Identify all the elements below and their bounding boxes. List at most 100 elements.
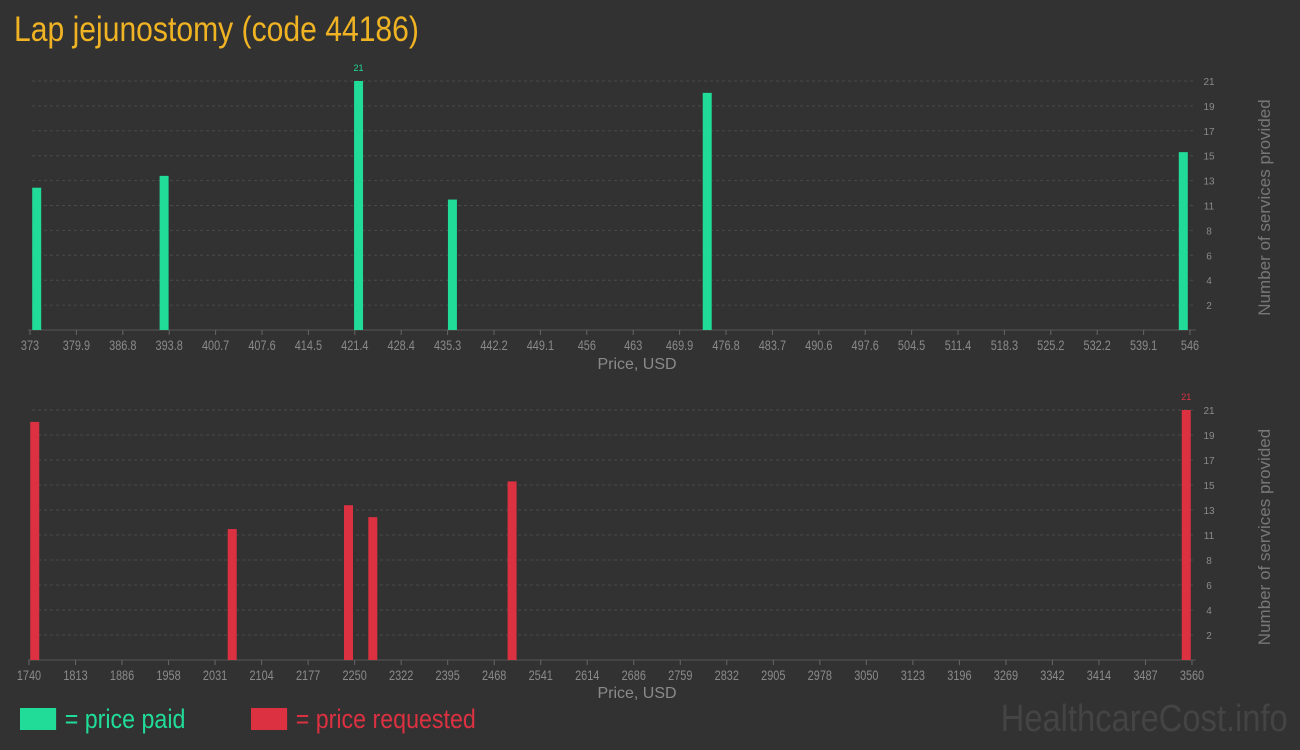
x-tick-label: 379.9: [63, 338, 90, 354]
x-tick-label: 2322: [389, 668, 413, 684]
y-tick-label: 11: [1204, 531, 1215, 542]
x-tick-label: 414.5: [295, 338, 322, 354]
x-tick-label: 2250: [342, 668, 366, 684]
y-tick-label: 4: [1206, 276, 1212, 287]
y-tick-label: 2: [1206, 631, 1212, 642]
x-tick-label: 2395: [436, 668, 460, 684]
x-tick-label: 2905: [761, 668, 785, 684]
y-tick-label: 19: [1203, 431, 1215, 442]
x-tick-label: 2759: [668, 668, 692, 684]
y-tick-label: 15: [1203, 152, 1215, 163]
x-tick-label: 456: [578, 338, 596, 354]
x-tick-label: 483.7: [759, 338, 786, 354]
x-tick-label: 2104: [249, 668, 273, 684]
x-tick-label: 1958: [156, 668, 180, 684]
bar: [702, 92, 712, 330]
y-axis-title: Number of services provided: [1255, 99, 1274, 315]
y-axis-title: Number of services provided: [1255, 429, 1274, 645]
y-tick-label: 2: [1206, 301, 1212, 312]
x-tick-label: 2031: [203, 668, 227, 684]
y-tick-label: 6: [1206, 581, 1212, 592]
bar: [344, 505, 354, 660]
x-tick-label: 3123: [901, 668, 925, 684]
y-tick-label: 17: [1203, 127, 1215, 138]
x-axis-title: Price, USD: [597, 685, 676, 702]
y-tick-label: 13: [1203, 506, 1215, 517]
data-label: 21: [354, 63, 364, 73]
legend-requested: = price requested: [251, 704, 476, 734]
x-tick-label: 511.4: [945, 338, 972, 354]
x-tick-label: 1886: [110, 668, 134, 684]
y-tick-label: 8: [1206, 556, 1212, 567]
bar: [368, 517, 378, 660]
x-tick-label: 400.7: [202, 338, 229, 354]
x-tick-label: 2686: [622, 668, 646, 684]
y-tick-label: 21: [1203, 77, 1215, 88]
x-tick-label: 2832: [715, 668, 739, 684]
x-tick-label: 2468: [482, 668, 506, 684]
x-tick-label: 3269: [994, 668, 1018, 684]
bar: [30, 421, 40, 660]
legend-swatch-requested: [251, 708, 288, 730]
chart-price-paid: 2 4 6 8 11 13 15 17 19 21 373 379.9 386.8 393.8 400.7 4…: [21, 63, 1274, 373]
legend-paid: = price paid: [20, 704, 185, 734]
y-tick-label: 15: [1203, 481, 1215, 492]
x-tick-label: 1813: [63, 668, 87, 684]
legend-label-paid: = price paid: [64, 703, 186, 734]
y-tick-label: 6: [1206, 251, 1212, 262]
x-tick-label: 546: [1181, 338, 1199, 354]
y-tick-label: 17: [1203, 456, 1215, 467]
y-tick-label: 21: [1203, 406, 1215, 417]
x-tick-label: 476.8: [712, 338, 739, 354]
bar: [1181, 410, 1191, 660]
page-title: Lap jejunostomy (code 44186): [14, 10, 419, 49]
x-tick-label: 407.6: [248, 338, 275, 354]
x-axis-title: Price, USD: [597, 356, 676, 373]
x-tick-label: 504.5: [898, 338, 925, 354]
y-tick-label: 11: [1204, 202, 1215, 213]
y-tick-label: 4: [1206, 606, 1212, 617]
x-tick-label: 490.6: [805, 338, 832, 354]
x-tick-label: 497.6: [852, 338, 879, 354]
x-tick-label: 3342: [1040, 668, 1064, 684]
x-tick-label: 2614: [575, 668, 599, 684]
x-tick-label: 2978: [808, 668, 832, 684]
data-label: 21: [1181, 392, 1191, 402]
bar: [447, 199, 457, 330]
x-tick-label: 1740: [17, 668, 41, 684]
y-tick-label: 8: [1206, 226, 1212, 237]
x-tick-label: 463: [624, 338, 642, 354]
x-tick-label: 442.2: [480, 338, 507, 354]
x-tick-label: 393.8: [156, 338, 183, 354]
watermark-logo: HealthcareCost.info: [1000, 698, 1288, 740]
x-tick-label: 2177: [296, 668, 320, 684]
legend-label-requested: = price requested: [295, 703, 476, 734]
x-tick-label: 3050: [854, 668, 878, 684]
x-tick-label: 3560: [1180, 668, 1204, 684]
x-tick-label: 539.1: [1130, 338, 1157, 354]
y-tick-label: 13: [1203, 177, 1215, 188]
x-tick-label: 435.3: [434, 338, 461, 354]
bar: [1178, 152, 1188, 330]
x-tick-label: 428.4: [388, 338, 415, 354]
bar: [227, 529, 237, 660]
bar: [354, 81, 364, 330]
x-tick-label: 3414: [1087, 668, 1111, 684]
x-tick-label: 2541: [529, 668, 553, 684]
x-tick-label: 449.1: [527, 338, 554, 354]
x-tick-label: 373: [21, 338, 39, 354]
x-tick-label: 3487: [1133, 668, 1157, 684]
x-tick-label: 532.2: [1084, 338, 1111, 354]
x-tick-label: 469.9: [666, 338, 693, 354]
x-tick-label: 525.2: [1037, 338, 1064, 354]
legend-swatch-paid: [20, 708, 57, 730]
y-tick-label: 19: [1203, 102, 1215, 113]
x-tick-label: 518.3: [991, 338, 1018, 354]
x-tick-label: 421.4: [341, 338, 368, 354]
bar: [159, 175, 169, 330]
bar: [507, 481, 517, 660]
x-tick-label: 3196: [947, 668, 971, 684]
x-tick-label: 386.8: [109, 338, 136, 354]
